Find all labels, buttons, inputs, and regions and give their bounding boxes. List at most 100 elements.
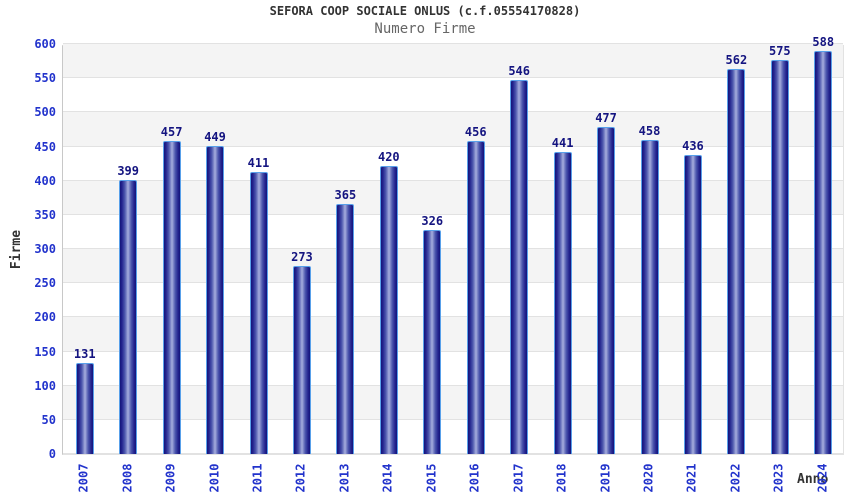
gridline bbox=[63, 111, 843, 113]
gridline bbox=[63, 418, 843, 420]
bar-2015 bbox=[423, 230, 442, 454]
x-tick-2019: 2019 bbox=[588, 457, 622, 499]
bar-value-label: 365 bbox=[334, 188, 357, 202]
bar-2019 bbox=[597, 127, 616, 454]
bar-value-label: 477 bbox=[595, 111, 617, 125]
x-tick-2022: 2022 bbox=[718, 457, 752, 499]
gridline bbox=[63, 179, 843, 181]
plot-band bbox=[63, 180, 843, 215]
x-tick-label: 2012 bbox=[293, 463, 308, 493]
x-tick-2013: 2013 bbox=[327, 457, 361, 499]
x-tick-2010: 2010 bbox=[197, 457, 231, 499]
y-tick-label: 200 bbox=[34, 310, 56, 325]
y-tick-label: 0 bbox=[48, 447, 56, 461]
bar-2011 bbox=[249, 172, 268, 454]
y-tick-label: 350 bbox=[34, 207, 56, 222]
x-tick-2014: 2014 bbox=[371, 457, 405, 499]
plot-band bbox=[63, 44, 843, 79]
bar-value-label: 456 bbox=[464, 125, 487, 139]
x-tick-label: 2011 bbox=[250, 463, 265, 493]
bar-2013 bbox=[336, 204, 355, 454]
x-tick-2007: 2007 bbox=[67, 457, 101, 499]
y-tick-label: 600 bbox=[34, 37, 56, 51]
plot-band bbox=[63, 385, 843, 420]
gridline bbox=[63, 350, 843, 352]
x-tick-label: 2023 bbox=[771, 463, 786, 493]
x-tick-2008: 2008 bbox=[110, 457, 144, 499]
bar-value-label: 562 bbox=[725, 53, 748, 67]
gridline bbox=[63, 213, 843, 215]
gridline bbox=[63, 77, 843, 79]
x-tick-2015: 2015 bbox=[414, 457, 448, 499]
x-axis-title: Anno bbox=[797, 472, 829, 487]
gridline bbox=[63, 384, 843, 386]
bar-2017 bbox=[510, 80, 529, 454]
bar-2024 bbox=[814, 51, 833, 454]
y-tick-label: 400 bbox=[34, 173, 56, 188]
x-tick-2012: 2012 bbox=[284, 457, 318, 499]
x-tick-label: 2024 bbox=[815, 463, 830, 493]
x-tick-2011: 2011 bbox=[241, 457, 275, 499]
y-tick-label: 150 bbox=[34, 344, 56, 359]
x-tick-label: 2018 bbox=[554, 463, 569, 493]
bar-2009 bbox=[162, 141, 181, 454]
x-tick-2009: 2009 bbox=[154, 457, 188, 499]
y-tick-label: 550 bbox=[34, 71, 56, 86]
bar-value-label: 546 bbox=[508, 64, 530, 78]
x-tick-label: 2010 bbox=[207, 463, 222, 493]
bar-2007 bbox=[75, 363, 94, 454]
x-tick-label: 2022 bbox=[728, 463, 743, 493]
x-tick-label: 2015 bbox=[424, 463, 439, 493]
gridline bbox=[63, 43, 843, 44]
bar-value-label: 441 bbox=[551, 136, 574, 150]
y-tick-label: 250 bbox=[34, 276, 56, 291]
bar-2022 bbox=[727, 69, 746, 454]
chart-subtitle: Numero Firme bbox=[374, 21, 476, 37]
x-tick-label: 2019 bbox=[598, 463, 613, 493]
bar-2021 bbox=[683, 155, 702, 454]
bar-value-label: 436 bbox=[682, 139, 704, 153]
x-tick-2023: 2023 bbox=[762, 457, 796, 499]
gridline bbox=[63, 248, 843, 249]
y-tick-label: 50 bbox=[41, 412, 56, 427]
y-tick-label: 450 bbox=[34, 139, 56, 154]
bar-2020 bbox=[640, 140, 659, 454]
plot-band bbox=[63, 112, 843, 147]
x-tick-2017: 2017 bbox=[501, 457, 535, 499]
plot-band bbox=[63, 249, 843, 284]
plot-area: 131 399 457 449 411 273 365 420 326 456 546 441 477 4… bbox=[62, 35, 844, 455]
bar-value-label: 458 bbox=[638, 124, 661, 138]
x-tick-2021: 2021 bbox=[675, 457, 709, 499]
bar-2014 bbox=[379, 166, 398, 454]
x-tick-label: 2009 bbox=[163, 463, 178, 493]
x-tick-2016: 2016 bbox=[458, 457, 492, 499]
bar-value-label: 411 bbox=[247, 156, 270, 170]
x-tick-label: 2014 bbox=[380, 463, 395, 493]
bar-value-label: 399 bbox=[117, 164, 139, 178]
x-tick-2018: 2018 bbox=[545, 457, 579, 499]
chart-title: SEFORA COOP SOCIALE ONLUS (c.f.055541708… bbox=[269, 4, 581, 18]
y-tick-label: 500 bbox=[34, 105, 56, 120]
bar-2012 bbox=[292, 266, 311, 454]
bar-2018 bbox=[553, 152, 572, 454]
x-tick-label: 2008 bbox=[120, 463, 135, 493]
x-tick-label: 2020 bbox=[641, 463, 656, 493]
bar-value-label: 457 bbox=[160, 125, 183, 139]
bar-value-label: 420 bbox=[377, 150, 400, 164]
bar-2023 bbox=[770, 60, 789, 454]
gridline bbox=[63, 282, 843, 284]
bar-2010 bbox=[206, 146, 225, 454]
x-tick-2020: 2020 bbox=[632, 457, 666, 499]
bar-value-label: 273 bbox=[291, 250, 313, 264]
x-tick-label: 2017 bbox=[511, 463, 526, 493]
gridline bbox=[63, 316, 843, 318]
x-tick-label: 2013 bbox=[337, 463, 352, 493]
bar-value-label: 326 bbox=[421, 214, 444, 228]
x-tick-label: 2021 bbox=[684, 463, 699, 493]
plot-band bbox=[63, 317, 843, 352]
y-tick-label: 100 bbox=[34, 378, 56, 393]
bar-value-label: 449 bbox=[204, 130, 226, 144]
gridline bbox=[63, 145, 843, 147]
bar-value-label: 588 bbox=[812, 35, 835, 49]
